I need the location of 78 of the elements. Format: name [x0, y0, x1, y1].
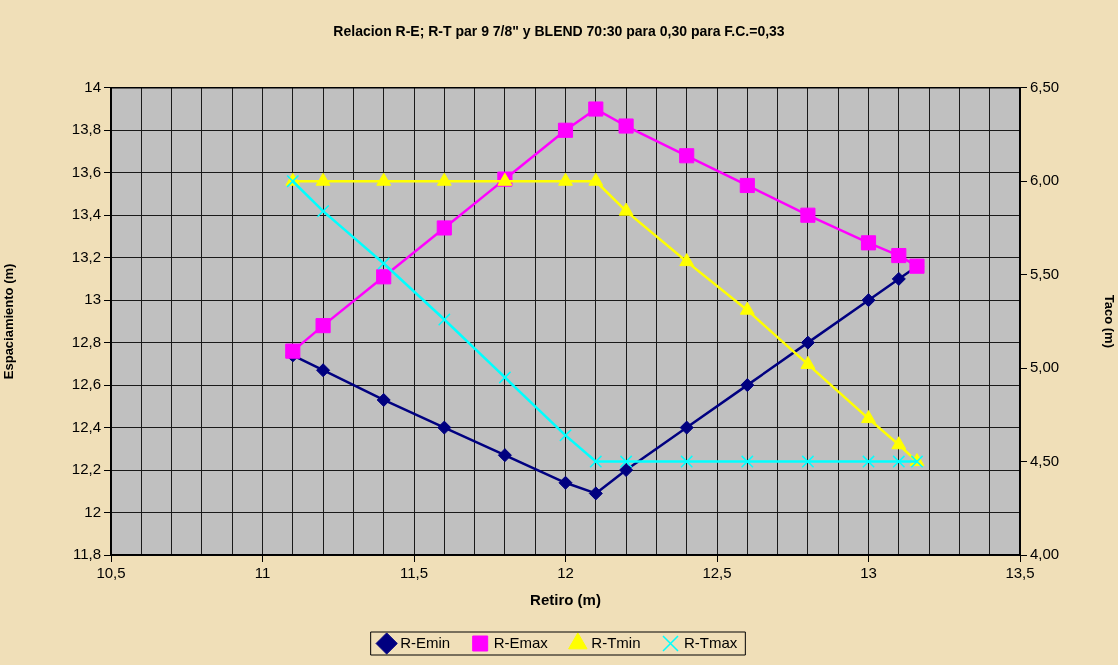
y-tick-label: 12,2 — [71, 460, 101, 478]
y2-tick-label: 4,00 — [1030, 545, 1060, 563]
legend-label: R-Emax — [493, 633, 549, 651]
x-tick-label: 12,5 — [702, 564, 732, 582]
point — [862, 455, 875, 468]
point — [436, 220, 452, 236]
point — [740, 455, 754, 468]
point — [739, 301, 755, 315]
point — [892, 455, 906, 468]
point — [285, 343, 301, 359]
point — [860, 235, 877, 251]
point — [557, 122, 574, 138]
point — [437, 420, 452, 435]
y-tick-label: 12,4 — [71, 417, 101, 435]
point — [679, 420, 694, 435]
point — [891, 248, 907, 264]
y-tick-label: 13,2 — [71, 247, 101, 265]
point — [376, 172, 392, 186]
legend-label: R-Emin — [400, 633, 451, 651]
point — [861, 293, 876, 308]
point — [589, 455, 603, 468]
x-axis-title: Retiro (m) — [530, 591, 601, 609]
point — [679, 253, 695, 267]
point — [740, 378, 755, 393]
point — [436, 172, 452, 186]
point — [800, 335, 815, 350]
point — [891, 436, 907, 450]
legend-label: R-Tmax — [684, 633, 738, 651]
y-tick-label: 11,8 — [72, 545, 101, 563]
x-tick-label: 11,5 — [399, 564, 429, 582]
point — [618, 118, 634, 134]
x-tick-label: 11 — [254, 564, 271, 582]
y-tick-label: 12,6 — [71, 375, 101, 393]
y-tick-label: 13 — [84, 290, 101, 308]
point — [891, 271, 906, 286]
chart-title: Relacion R-E; R-T par 9 7/8" y BLEND 70:30 para 0,30 para F.C.=0,33 — [333, 23, 785, 40]
point — [619, 455, 633, 468]
point — [315, 172, 331, 186]
point — [679, 148, 695, 164]
point — [588, 172, 604, 186]
y-tick-label: 13,6 — [71, 162, 101, 180]
x-tick-label: 13,5 — [1005, 564, 1035, 582]
point — [498, 371, 512, 384]
y-tick-label: 14 — [84, 77, 101, 95]
point — [316, 363, 331, 378]
y-tick-label: 13,8 — [71, 120, 101, 138]
point — [558, 475, 573, 490]
point — [497, 448, 512, 463]
x-tick-label: 10,5 — [96, 564, 126, 582]
x-tick-label: 12 — [557, 564, 574, 582]
legend-label: R-Tmin — [591, 633, 641, 651]
point — [588, 486, 603, 501]
y-axis-title: Espaciamiento (m) — [1, 263, 17, 380]
point — [376, 269, 392, 285]
point — [801, 455, 815, 468]
y2-tick-label: 5,00 — [1030, 358, 1060, 376]
point — [588, 101, 604, 117]
y-tick-label: 12,8 — [71, 332, 101, 350]
point — [739, 177, 755, 194]
point — [315, 318, 331, 334]
point — [376, 392, 391, 407]
y2-tick-label: 6,00 — [1030, 171, 1060, 189]
point — [377, 257, 391, 270]
y-tick-label: 12 — [84, 502, 101, 520]
y2-tick-label: 6,50 — [1030, 77, 1060, 95]
y2-tick-label: 4,50 — [1030, 451, 1060, 469]
point — [800, 355, 816, 369]
y-tick-label: 13,4 — [71, 205, 101, 223]
point — [437, 313, 451, 326]
x-tick-label: 13 — [860, 564, 877, 582]
point — [680, 455, 694, 468]
point — [558, 172, 573, 186]
point — [800, 207, 816, 223]
point — [861, 410, 876, 424]
point — [619, 463, 634, 478]
y2-tick-label: 5,50 — [1030, 264, 1060, 282]
point — [618, 202, 634, 216]
y2-axis-title: Taco (m) — [1101, 294, 1117, 349]
